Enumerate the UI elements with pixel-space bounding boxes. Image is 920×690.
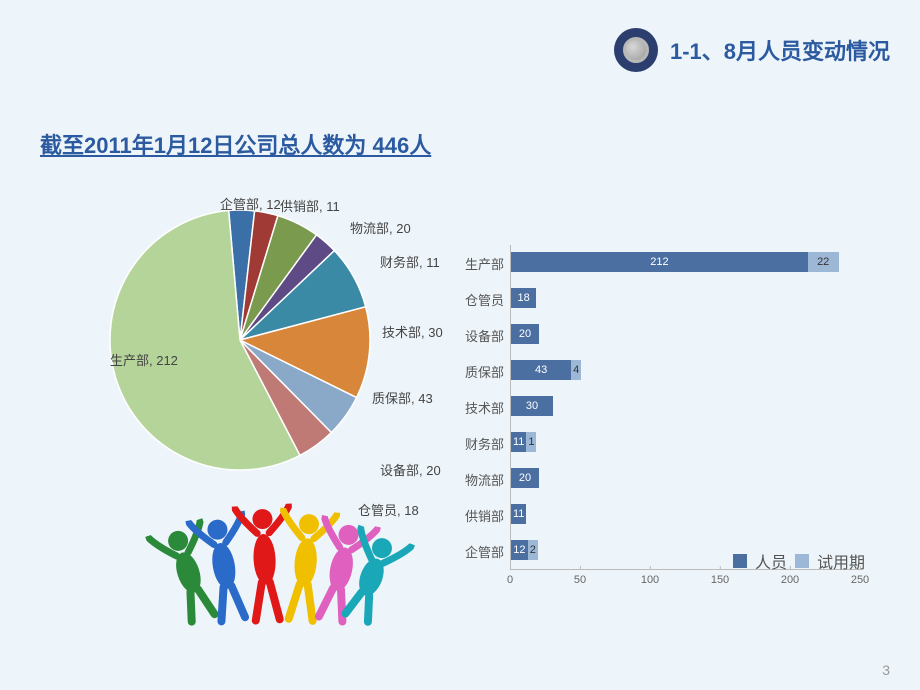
bar-seg-probation: 2 [528, 540, 538, 560]
bar-category-label: 质保部 [455, 362, 510, 381]
bar-category-label: 技术部 [455, 398, 510, 417]
bar-seg-probation: 1 [526, 432, 536, 452]
header-title: 1-1、8月人员变动情况 [670, 34, 890, 66]
bar-xtick: 200 [781, 574, 799, 586]
medal-icon [614, 28, 658, 72]
pie-label-设备部: 设备部, 20 [380, 460, 441, 479]
bar-track: 18 [510, 281, 875, 317]
bar-row: 技术部30 [455, 389, 875, 425]
bar-seg-probation: 4 [571, 360, 581, 380]
bar-row: 供销部11 [455, 497, 875, 533]
bar-category-label: 仓管员 [455, 290, 510, 309]
page-number: 3 [882, 662, 890, 678]
bar-seg-personnel: 43 [511, 360, 571, 380]
bar-track: 21222 [510, 245, 875, 281]
bar-category-label: 企管部 [455, 542, 510, 561]
pie-label-企管部: 企管部, 12 [220, 194, 281, 213]
legend-label-probation: 试用期 [817, 549, 865, 573]
bar-xtick: 100 [641, 574, 659, 586]
bar-row: 仓管员18 [455, 281, 875, 317]
pie-label-生产部: 生产部, 212 [110, 350, 178, 369]
bar-category-label: 设备部 [455, 326, 510, 345]
bar-seg-personnel: 12 [511, 540, 528, 560]
bar-xtick: 250 [851, 574, 869, 586]
pie-label-质保部: 质保部, 43 [372, 388, 433, 407]
bar-seg-personnel: 11 [511, 504, 526, 524]
page-subtitle: 截至2011年1月12日公司总人数为 446人 [40, 128, 431, 160]
bar-seg-personnel: 11 [511, 432, 526, 452]
pie-chart: 企管部, 12供销部, 11 物流部, 20 财务部, 11 技术部, 30 质保部, … [60, 170, 450, 640]
bar-chart: 生产部21222仓管员18设备部20质保部434技术部30财务部111物流部20… [455, 245, 875, 625]
bar-track: 434 [510, 353, 875, 389]
medal-icon-inner [623, 37, 649, 63]
bar-category-label: 供销部 [455, 506, 510, 525]
bar-seg-personnel: 212 [511, 252, 808, 272]
bar-category-label: 物流部 [455, 470, 510, 489]
legend-label-personnel: 人员 [755, 549, 787, 573]
pie-label-财务部: 财务部, 11 [380, 252, 440, 271]
bar-seg-probation: 22 [808, 252, 839, 272]
bar-category-label: 生产部 [455, 254, 510, 273]
header: 1-1、8月人员变动情况 [614, 28, 890, 72]
people-graphic [140, 500, 380, 630]
bar-xtick: 150 [711, 574, 729, 586]
legend-swatch-personnel [733, 554, 747, 568]
bar-xtick: 50 [574, 574, 586, 586]
bar-row: 设备部20 [455, 317, 875, 353]
pie-label-技术部: 技术部, 30 [382, 322, 443, 341]
bar-seg-personnel: 20 [511, 468, 539, 488]
bar-track: 11 [510, 497, 875, 533]
bar-category-label: 财务部 [455, 434, 510, 453]
bar-track: 30 [510, 389, 875, 425]
bar-seg-personnel: 18 [511, 288, 536, 308]
bar-xtick: 0 [507, 574, 513, 586]
bar-seg-personnel: 20 [511, 324, 539, 344]
bar-row: 质保部434 [455, 353, 875, 389]
bar-track: 20 [510, 461, 875, 497]
bar-row: 物流部20 [455, 461, 875, 497]
bar-row: 生产部21222 [455, 245, 875, 281]
pie-label-物流部: 物流部, 20 [350, 218, 411, 237]
bar-seg-personnel: 30 [511, 396, 553, 416]
bar-track: 111 [510, 425, 875, 461]
bar-track: 20 [510, 317, 875, 353]
bar-row: 财务部111 [455, 425, 875, 461]
pie-label-供销部: 供销部, 11 [280, 196, 340, 215]
bar-legend: 人员 试用期 [733, 549, 865, 573]
legend-swatch-probation [795, 554, 809, 568]
pie-svg [90, 190, 390, 490]
